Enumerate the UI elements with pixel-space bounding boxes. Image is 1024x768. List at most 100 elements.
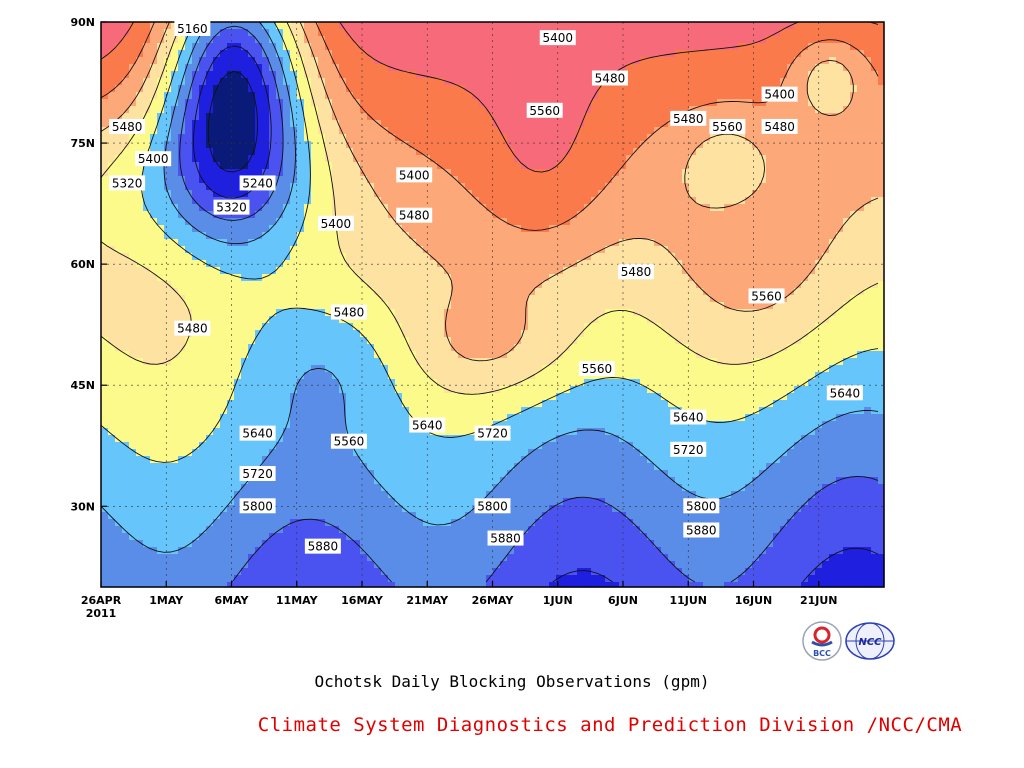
contour-fill-cell — [640, 183, 648, 191]
contour-fill-cell — [857, 22, 865, 30]
contour-fill-cell — [346, 190, 354, 198]
contour-fill-cell — [129, 218, 137, 226]
contour-fill-cell — [185, 274, 193, 282]
contour-fill-cell — [472, 225, 480, 233]
contour-fill-cell — [388, 330, 396, 338]
contour-fill-cell — [584, 92, 592, 100]
contour-fill-cell — [815, 239, 823, 247]
contour-fill-cell — [157, 232, 165, 240]
contour-fill-cell — [227, 64, 235, 72]
contour-fill-cell — [493, 162, 501, 170]
contour-fill-cell — [787, 211, 795, 219]
contour-fill-cell — [381, 120, 389, 128]
contour-fill-cell — [367, 274, 375, 282]
contour-fill-cell — [612, 323, 620, 331]
contour-fill-cell — [234, 211, 242, 219]
contour-fill-cell — [836, 169, 844, 177]
contour-fill-cell — [430, 232, 438, 240]
contour-fill-cell — [269, 253, 277, 261]
contour-fill-cell — [374, 141, 382, 149]
contour-fill-cell — [143, 218, 151, 226]
contour-fill-cell — [311, 176, 319, 184]
contour-fill-cell — [367, 78, 375, 86]
contour-fill-cell — [829, 239, 837, 247]
contour-fill-cell — [689, 253, 697, 261]
contour-fill-cell — [521, 22, 529, 30]
contour-fill-cell — [262, 218, 270, 226]
contour-fill-cell — [619, 281, 627, 289]
contour-fill-cell — [584, 155, 592, 163]
contour-fill-cell — [304, 295, 312, 303]
contour-fill-cell — [269, 78, 277, 86]
contour-fill-cell — [654, 295, 662, 303]
contour-fill-cell — [563, 134, 571, 142]
contour-fill-cell — [332, 204, 340, 212]
contour-fill-cell — [759, 323, 767, 331]
contour-fill-cell — [108, 50, 116, 58]
contour-fill-cell — [598, 113, 606, 121]
contour-fill-cell — [213, 239, 221, 247]
contour-fill-cell — [262, 274, 270, 282]
contour-fill-cell — [640, 176, 648, 184]
contour-fill-cell — [542, 330, 550, 338]
contour-fill-cell — [850, 50, 858, 58]
contour-fill-cell — [626, 176, 634, 184]
contour-fill-cell — [185, 78, 193, 86]
contour-fill-cell — [143, 309, 151, 317]
contour-fill-cell — [143, 29, 151, 37]
contour-fill-cell — [752, 211, 760, 219]
contour-fill-cell — [514, 204, 522, 212]
contour-fill-cell — [780, 106, 788, 114]
contour-fill-cell — [185, 267, 193, 275]
contour-fill-cell — [227, 36, 235, 44]
contour-fill-cell — [178, 211, 186, 219]
contour-fill-cell — [689, 43, 697, 51]
contour-fill-cell — [206, 43, 214, 51]
contour-fill-cell — [472, 169, 480, 177]
contour-fill-cell — [710, 162, 718, 170]
contour-fill-cell — [591, 127, 599, 135]
contour-fill-cell — [521, 274, 529, 282]
contour-fill-cell — [346, 113, 354, 121]
contour-fill-cell — [591, 106, 599, 114]
contour-fill-cell — [290, 260, 298, 268]
contour-fill-cell — [185, 71, 193, 79]
contour-fill-cell — [535, 211, 543, 219]
contour-fill-cell — [493, 267, 501, 275]
contour-fill-cell — [297, 211, 305, 219]
contour-fill-cell — [115, 302, 123, 310]
contour-fill-cell — [227, 281, 235, 289]
contour-fill-cell — [710, 211, 718, 219]
contour-fill-cell — [185, 218, 193, 226]
contour-fill-cell — [185, 288, 193, 296]
contour-fill-cell — [465, 323, 473, 331]
contour-fill-cell — [864, 36, 872, 44]
contour-fill-cell — [591, 197, 599, 205]
contour-fill-cell — [822, 218, 830, 226]
contour-fill-cell — [318, 253, 326, 261]
contour-fill-cell — [241, 64, 249, 72]
contour-fill-cell — [479, 85, 487, 93]
contour-fill-cell — [171, 281, 179, 289]
contour-fill-cell — [381, 50, 389, 58]
contour-fill-cell — [752, 120, 760, 128]
contour-fill-cell — [444, 232, 452, 240]
contour-fill-cell — [346, 64, 354, 72]
contour-fill-cell — [234, 309, 242, 317]
contour-fill-cell — [381, 99, 389, 107]
contour-fill-cell — [206, 92, 214, 100]
contour-fill-cell — [220, 162, 228, 170]
contour-fill-cell — [626, 22, 634, 30]
contour-fill-cell — [591, 43, 599, 51]
contour-fill-cell — [241, 232, 249, 240]
contour-fill-cell — [472, 127, 480, 135]
contour-fill-cell — [311, 71, 319, 79]
contour-fill-cell — [850, 78, 858, 86]
contour-fill-cell — [535, 22, 543, 30]
contour-fill-cell — [129, 141, 137, 149]
contour-fill-cell — [360, 134, 368, 142]
contour-fill-cell — [318, 127, 326, 135]
contour-fill-cell — [227, 92, 235, 100]
contour-fill-cell — [493, 253, 501, 261]
contour-fill-cell — [535, 29, 543, 37]
